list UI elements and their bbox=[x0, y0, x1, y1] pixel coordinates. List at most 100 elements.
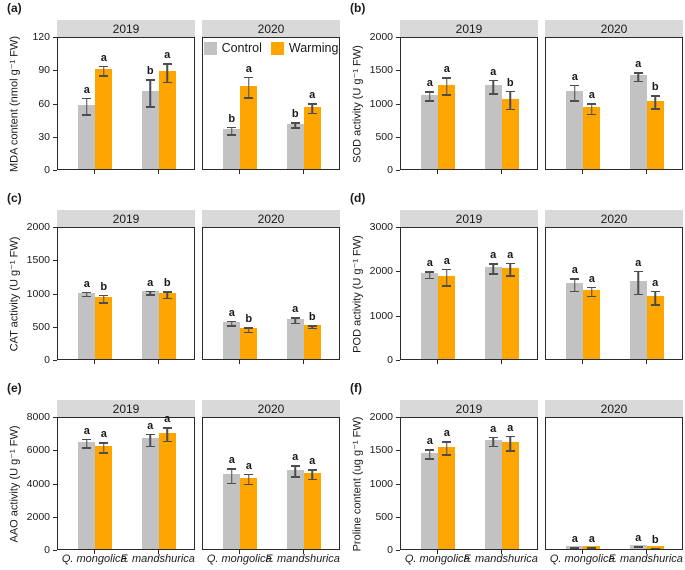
error-bar-cap-top bbox=[425, 449, 435, 451]
error-bar bbox=[505, 90, 515, 111]
y-tick-label: 500 bbox=[32, 320, 50, 333]
error-bar-cap-bottom bbox=[82, 114, 92, 116]
significance-letter: a bbox=[309, 89, 316, 102]
bar-warming bbox=[303, 325, 321, 359]
error-bar bbox=[425, 271, 435, 280]
significance-letter: a bbox=[588, 89, 595, 102]
y-tick-mark bbox=[396, 103, 400, 105]
y-tick-label: 3000 bbox=[369, 221, 393, 233]
error-bar-cap-top bbox=[162, 427, 172, 429]
y-tick-mark bbox=[396, 550, 400, 551]
error-bar bbox=[505, 435, 515, 452]
error-bar-cap-top bbox=[290, 122, 300, 124]
significance-letter: a bbox=[571, 533, 578, 545]
error-bar bbox=[587, 103, 597, 116]
y-tick-label: 1500 bbox=[369, 444, 393, 457]
error-bar-cap-bottom bbox=[488, 445, 498, 448]
facet-year-label: 2020 bbox=[600, 21, 628, 36]
panel-letter-label: (b) bbox=[350, 1, 366, 15]
y-tick-mark bbox=[53, 37, 57, 38]
error-bar-cap-top bbox=[650, 290, 660, 292]
error-bar-cap-top bbox=[290, 317, 300, 319]
error-bar-cap-bottom bbox=[307, 327, 317, 330]
y-tick-mark bbox=[53, 227, 57, 228]
significance-letter: b bbox=[228, 112, 236, 125]
error-bar bbox=[570, 84, 580, 102]
error-bar-cap-bottom bbox=[145, 445, 155, 448]
bar-control bbox=[141, 291, 159, 359]
error-bar-cap-bottom bbox=[99, 302, 109, 304]
error-bar-cap-top bbox=[307, 103, 317, 105]
bar-warming bbox=[303, 472, 321, 549]
error-bar-cap-top bbox=[244, 327, 254, 329]
bar-warming bbox=[583, 107, 601, 169]
error-bar bbox=[162, 291, 172, 300]
error-bar-cap-top bbox=[488, 263, 498, 265]
significance-letter: a bbox=[426, 257, 433, 270]
error-bar-cap-bottom bbox=[587, 546, 597, 549]
error-bar bbox=[145, 290, 155, 296]
y-tick-mark bbox=[53, 516, 57, 518]
error-bar-line bbox=[509, 435, 511, 452]
error-bar-cap-bottom bbox=[227, 325, 237, 327]
significance-letter: a bbox=[652, 276, 659, 289]
bar-control bbox=[223, 474, 241, 549]
x-tick-mark bbox=[437, 360, 439, 364]
y-tick-mark bbox=[396, 483, 400, 485]
error-bar bbox=[633, 72, 643, 83]
panel-c: (c) CAT activity (U g⁻¹ FW) 0 500 1000 1500 20… bbox=[0, 190, 342, 380]
panel-f: (f) Proline content (ug g⁻¹ FW) 0 500 1000 15… bbox=[343, 380, 685, 570]
facet-strip: 2019 bbox=[400, 210, 538, 227]
control-swatch bbox=[203, 41, 217, 55]
bar-control bbox=[78, 441, 96, 549]
error-bar-cap-top bbox=[505, 90, 515, 93]
x-tick-mark bbox=[94, 550, 96, 554]
panel-a: (a) MDA content (nmol g⁻¹ FW) 0 30 60 90 120 20… bbox=[0, 0, 342, 190]
error-bar bbox=[82, 291, 92, 298]
y-tick-label: 0 bbox=[387, 164, 393, 176]
bar-control bbox=[141, 91, 159, 169]
x-tick-mark bbox=[500, 360, 502, 364]
error-bar-line bbox=[591, 286, 593, 298]
error-bar-line bbox=[311, 325, 313, 330]
error-bar-cap-bottom bbox=[442, 454, 452, 456]
error-bar-cap-bottom bbox=[82, 447, 92, 449]
significance-letter: a bbox=[164, 49, 171, 62]
significance-letter: a bbox=[245, 459, 252, 472]
y-tick-label: 500 bbox=[375, 130, 393, 143]
facet-2020: 2020 a a a a Q. mongolica F. mandshurica bbox=[202, 400, 340, 565]
y-tick-mark bbox=[53, 170, 57, 171]
error-bar-line bbox=[294, 122, 296, 129]
facet-2020: 2020 b a b a Control Warming bbox=[202, 20, 340, 174]
error-bar-cap-bottom bbox=[244, 483, 254, 486]
bar-control bbox=[629, 75, 647, 169]
error-bar-cap-top bbox=[425, 271, 435, 273]
y-tick-label: 0 bbox=[44, 354, 50, 366]
error-bar-cap-bottom bbox=[307, 478, 317, 480]
facet-2019: 2019 a a a a Q. mongolica F. mandshurica bbox=[57, 400, 195, 565]
x-category-label: Q. mongolica bbox=[206, 553, 272, 565]
facet-2020: 2020 a a a b bbox=[545, 20, 683, 174]
y-tick-label: 2000 bbox=[26, 221, 50, 233]
significance-letter: b bbox=[245, 313, 253, 326]
significance-letter: a bbox=[507, 421, 514, 434]
facet-year-label: 2019 bbox=[455, 211, 483, 226]
significance-letter: a bbox=[83, 83, 90, 96]
bar-warming bbox=[240, 328, 258, 359]
error-bar-cap-bottom bbox=[145, 294, 155, 296]
panel-letter-label: (d) bbox=[350, 191, 366, 205]
error-bar-line bbox=[429, 449, 431, 460]
bar-control bbox=[141, 438, 159, 549]
y-tick-label: 30 bbox=[38, 130, 50, 143]
error-bar-cap-top bbox=[145, 433, 155, 436]
error-bar-cap-bottom bbox=[505, 108, 515, 111]
error-bar-cap-bottom bbox=[162, 297, 172, 300]
error-bar-line bbox=[86, 97, 88, 116]
error-bar bbox=[633, 546, 643, 548]
error-bar-line bbox=[231, 320, 233, 327]
error-bar bbox=[442, 77, 452, 96]
